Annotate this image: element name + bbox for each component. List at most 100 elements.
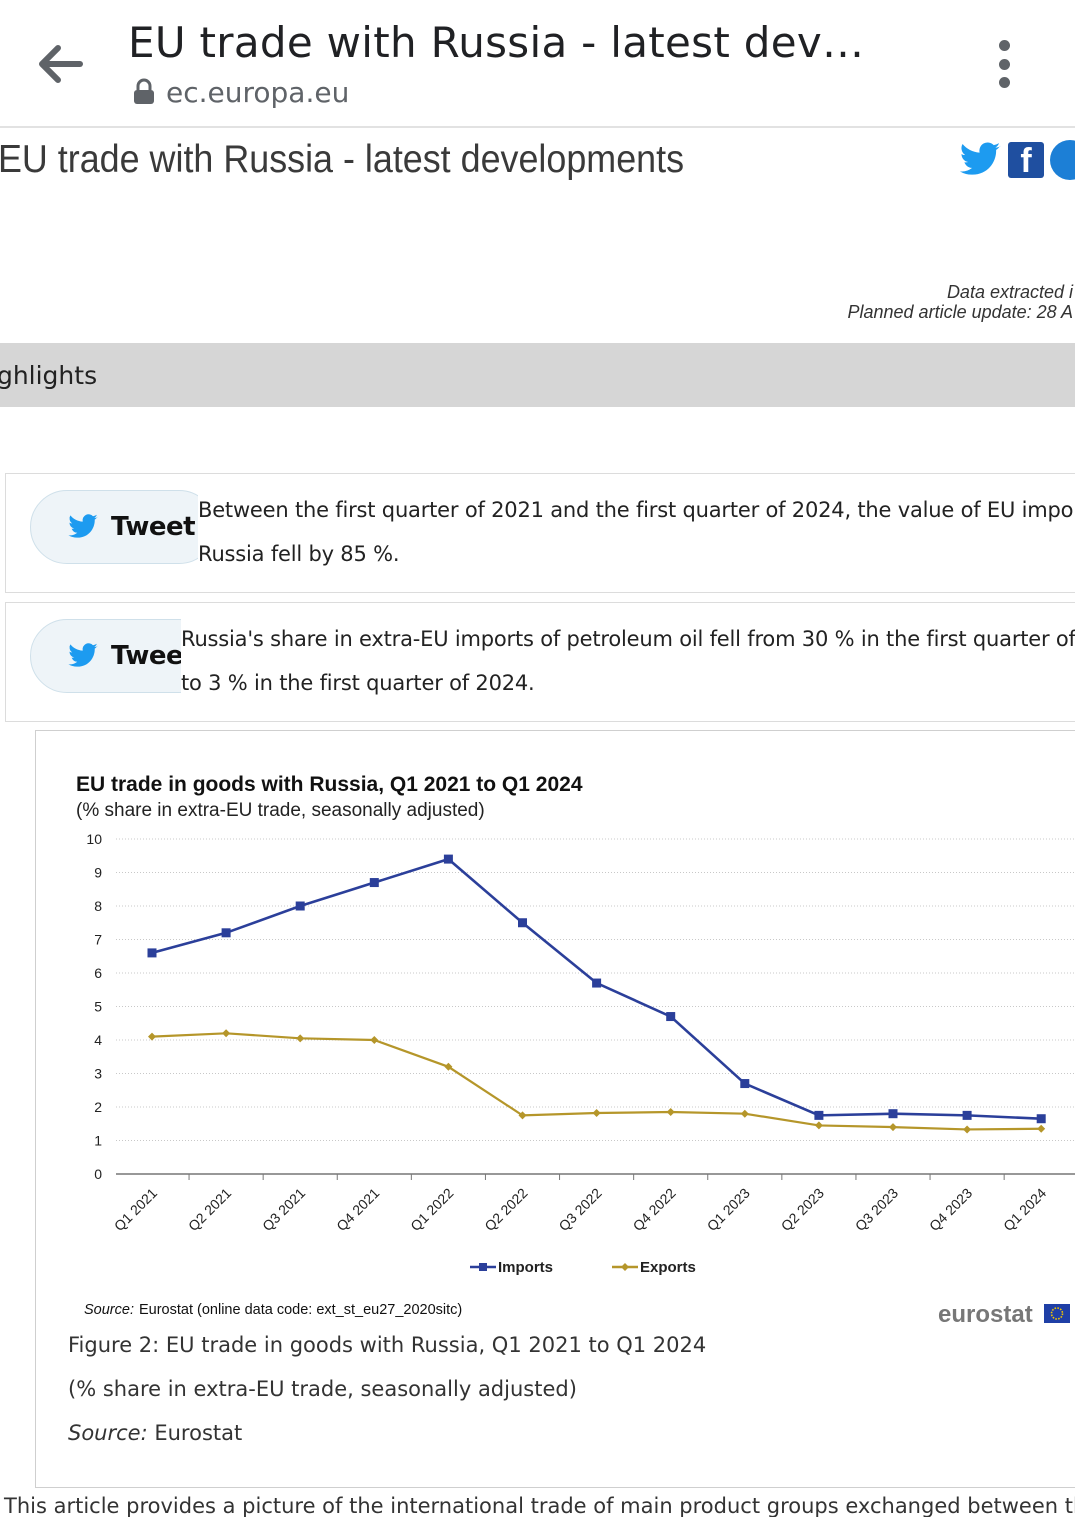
data-point-exports <box>296 1034 305 1043</box>
twitter-share-icon[interactable] <box>958 138 1002 182</box>
data-point-imports <box>221 928 231 938</box>
y-tick-label: 6 <box>94 965 102 981</box>
x-tick-label: Q2 2022 <box>481 1185 530 1234</box>
x-axis: Q1 2021 Q2 2021 Q3 2021 Q4 2021 Q1 2022 Q2 20… <box>111 1173 1075 1234</box>
data-point-imports <box>592 978 602 988</box>
lock-icon <box>130 78 158 106</box>
chart-source: Source: Eurostat (online data code: ext_s… <box>84 1302 462 1318</box>
x-tick-label: Q2 2023 <box>778 1185 827 1234</box>
data-point-imports <box>814 1110 824 1120</box>
figure-source-label: Source: <box>68 1421 148 1445</box>
chart-source-label: Source: <box>84 1302 134 1318</box>
data-point-imports <box>147 948 157 958</box>
figure-2: EU trade in goods with Russia, Q1 2021 t… <box>35 730 1075 1488</box>
legend-label: Exports <box>640 1259 696 1276</box>
data-point-imports <box>295 901 305 911</box>
tweet-text-line: to 3 % in the first quarter of 2024. <box>181 671 535 695</box>
data-point-imports <box>1036 1114 1046 1124</box>
tweet-highlight-box: Tweet Russia's share in extra-EU imports… <box>5 602 1075 722</box>
y-tick-label: 1 <box>94 1133 102 1149</box>
facebook-share-icon[interactable]: f <box>1008 142 1044 180</box>
data-point-imports <box>962 1110 972 1120</box>
article-intro-text: This article provides a picture of the i… <box>4 1494 1075 1517</box>
y-tick-label: 4 <box>94 1032 102 1048</box>
data-point-exports <box>666 1108 675 1117</box>
chart-series <box>147 854 1046 1134</box>
y-tick-label: 5 <box>94 999 102 1015</box>
data-point-exports <box>444 1062 453 1071</box>
x-tick-label: Q1 2023 <box>704 1185 753 1234</box>
x-tick-label: Q1 2024 <box>1000 1185 1049 1234</box>
chart-grid <box>116 838 1075 1141</box>
twitter-bird-icon <box>68 643 98 667</box>
tweet-text-line: Between the first quarter of 2021 and th… <box>198 498 1075 522</box>
y-tick-label: 10 <box>86 831 102 847</box>
browser-url[interactable]: ec.europa.eu <box>166 76 350 109</box>
data-point-exports <box>370 1036 379 1044</box>
data-point-exports <box>1037 1124 1046 1133</box>
x-tick-label: Q1 2022 <box>407 1185 456 1234</box>
data-point-exports <box>889 1123 897 1132</box>
planned-update-text: Planned article update: 28 A <box>847 302 1074 322</box>
tweet-text-line: Russia's share in extra-EU imports of pe… <box>181 627 1075 651</box>
share-bar: f <box>958 138 1075 182</box>
browser-page-title[interactable]: EU trade with Russia - latest develop... <box>128 18 888 67</box>
article-meta: Data extracted i Planned article update:… <box>848 282 1074 322</box>
y-tick-label: 7 <box>94 932 102 948</box>
x-tick-label: Q1 2021 <box>111 1185 160 1234</box>
back-arrow-icon[interactable] <box>28 32 92 96</box>
page-title: EU trade with Russia - latest developmen… <box>0 138 685 181</box>
eurostat-logo-text: eurostat <box>938 1301 1033 1328</box>
eu-flag-icon <box>1044 1304 1070 1323</box>
y-tick-label: 0 <box>94 1166 102 1182</box>
trade-line-chart: EU trade in goods with Russia, Q1 2021 t… <box>76 773 1075 1328</box>
chart-source-text: Eurostat (online data code: ext_st_eu27_… <box>139 1302 462 1318</box>
highlights-label: ighlights <box>0 361 98 390</box>
email-share-icon[interactable] <box>1050 140 1075 180</box>
tweet-text-line: Russia fell by 85 %. <box>198 542 400 566</box>
highlights-header: ighlights <box>0 343 1075 407</box>
tweet-highlight-box: Tweet Between the first quarter of 2021 … <box>5 473 1075 593</box>
chart-legend: Imports Exports <box>470 1259 696 1276</box>
data-point-imports <box>369 878 379 888</box>
x-tick-label: Q4 2023 <box>926 1185 975 1234</box>
data-point-exports <box>518 1111 527 1120</box>
tweet-highlight-text: Russia's share in extra-EU imports of pe… <box>181 617 1075 705</box>
x-tick-label: Q4 2022 <box>630 1185 679 1234</box>
y-axis-ticks: 0 1 2 3 4 5 6 7 8 9 10 <box>86 831 102 1182</box>
data-point-exports <box>740 1109 749 1118</box>
legend-marker <box>479 1263 487 1271</box>
data-point-imports <box>740 1079 750 1089</box>
tweet-button[interactable]: Tweet <box>30 490 217 564</box>
data-point-exports <box>814 1121 823 1130</box>
x-tick-label: Q4 2021 <box>333 1185 382 1234</box>
data-point-exports <box>222 1029 231 1038</box>
figure-caption-sub: (% share in extra-EU trade, seasonally a… <box>68 1377 577 1401</box>
series-line-imports <box>151 857 1042 1121</box>
x-tick-label: Q2 2021 <box>185 1185 234 1234</box>
y-tick-label: 2 <box>94 1099 102 1115</box>
x-tick-label: Q3 2023 <box>852 1185 901 1234</box>
data-point-imports <box>518 918 527 928</box>
y-tick-label: 3 <box>94 1066 102 1082</box>
chart-subtitle: (% share in extra-EU trade, seasonally a… <box>76 800 485 821</box>
tweet-highlight-text: Between the first quarter of 2021 and th… <box>198 488 1075 576</box>
twitter-bird-icon <box>68 514 98 538</box>
x-tick-label: Q3 2021 <box>259 1185 308 1234</box>
y-tick-label: 8 <box>94 898 102 914</box>
data-point-imports <box>443 854 453 864</box>
figure-caption: Figure 2: EU trade in goods with Russia,… <box>68 1333 707 1357</box>
browser-toolbar: EU trade with Russia - latest develop...… <box>0 0 1075 128</box>
data-point-exports <box>963 1125 972 1134</box>
data-point-imports <box>888 1109 898 1119</box>
data-point-imports <box>666 1012 676 1022</box>
more-menu-icon[interactable] <box>984 36 1024 92</box>
y-tick-label: 9 <box>94 865 102 881</box>
data-extracted-text: Data extracted i <box>946 282 1073 302</box>
chart-title: EU trade in goods with Russia, Q1 2021 t… <box>76 773 583 796</box>
figure-source-value: Eurostat <box>147 1421 243 1445</box>
data-point-exports <box>148 1032 156 1041</box>
tweet-button-label: Tweet <box>111 512 196 542</box>
x-tick-label: Q3 2022 <box>555 1185 604 1234</box>
legend-label: Imports <box>498 1259 553 1276</box>
